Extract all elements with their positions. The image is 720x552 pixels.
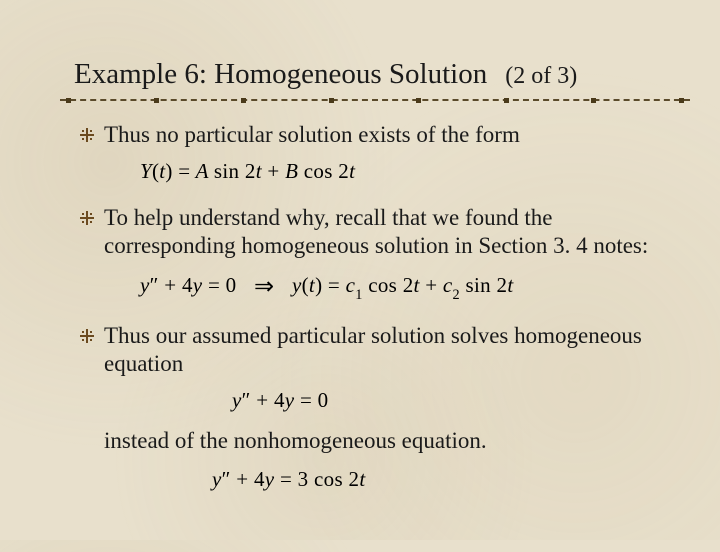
slide: Example 6: Homogeneous Solution (2 of 3)… (0, 0, 720, 552)
bullet-item: Thus no particular solution exists of th… (82, 121, 670, 149)
bullet-text: To help understand why, recall that we f… (104, 204, 670, 260)
equation-2: y″ + 4y = 0 ⇒ y(t) = c1 cos 2t + c2 sin … (140, 270, 670, 302)
slide-title-counter: (2 of 3) (505, 63, 577, 89)
continuation-text: instead of the nonhomogeneous equation. (104, 427, 670, 455)
slide-title-row: Example 6: Homogeneous Solution (2 of 3) (74, 58, 670, 91)
bullet-item: To help understand why, recall that we f… (82, 204, 670, 260)
bullet-icon (80, 329, 94, 343)
equation-4: y″ + 4y = 3 cos 2t (212, 467, 670, 492)
bullet-item: Thus our assumed particular solution sol… (82, 322, 670, 378)
equation-3: y″ + 4y = 0 (232, 388, 670, 413)
bullet-text: Thus no particular solution exists of th… (104, 121, 520, 149)
equation-1: Y(t) = A sin 2t + B cos 2t (140, 159, 670, 184)
bullet-text: Thus our assumed particular solution sol… (104, 322, 670, 378)
slide-title: Example 6: Homogeneous Solution (74, 58, 487, 90)
title-divider (60, 97, 690, 103)
bullet-icon (80, 128, 94, 142)
bullet-icon (80, 211, 94, 225)
